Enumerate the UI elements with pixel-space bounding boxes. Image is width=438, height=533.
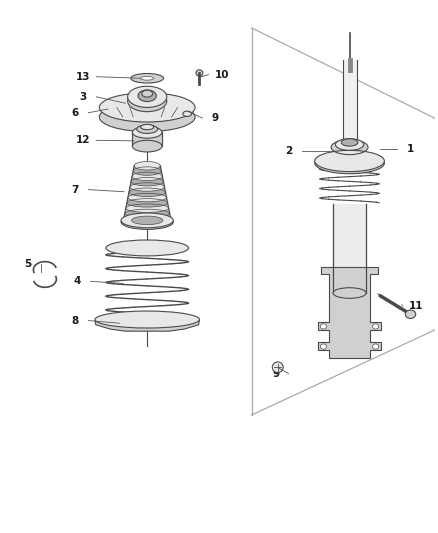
Polygon shape: [95, 317, 199, 331]
Ellipse shape: [183, 111, 191, 116]
Ellipse shape: [130, 183, 164, 191]
Text: 3: 3: [80, 92, 87, 102]
Ellipse shape: [373, 344, 379, 349]
Ellipse shape: [131, 177, 163, 186]
Ellipse shape: [134, 161, 160, 170]
Ellipse shape: [336, 139, 364, 150]
Ellipse shape: [196, 70, 203, 76]
Ellipse shape: [315, 152, 385, 174]
Ellipse shape: [132, 126, 162, 138]
Text: 13: 13: [76, 71, 91, 82]
Ellipse shape: [99, 93, 195, 122]
Text: 11: 11: [409, 301, 423, 311]
Text: 5: 5: [24, 259, 31, 269]
Ellipse shape: [133, 167, 161, 175]
Ellipse shape: [129, 188, 166, 197]
Ellipse shape: [106, 240, 188, 256]
Text: 9: 9: [212, 113, 219, 123]
Ellipse shape: [341, 139, 358, 146]
Ellipse shape: [141, 124, 154, 130]
Ellipse shape: [127, 91, 167, 112]
Ellipse shape: [126, 204, 169, 213]
Ellipse shape: [315, 150, 385, 172]
Ellipse shape: [132, 172, 162, 181]
Ellipse shape: [131, 216, 163, 224]
Ellipse shape: [321, 344, 326, 349]
Text: 7: 7: [72, 184, 79, 195]
Ellipse shape: [141, 76, 154, 80]
Ellipse shape: [373, 324, 379, 329]
Text: 12: 12: [76, 135, 91, 146]
Ellipse shape: [331, 140, 368, 155]
Ellipse shape: [137, 125, 158, 133]
Text: 6: 6: [72, 108, 79, 118]
Ellipse shape: [138, 90, 156, 102]
Ellipse shape: [333, 288, 366, 298]
Ellipse shape: [405, 310, 416, 318]
Ellipse shape: [127, 199, 168, 207]
Text: 1: 1: [407, 144, 414, 154]
Ellipse shape: [121, 215, 173, 229]
Ellipse shape: [321, 324, 326, 329]
Ellipse shape: [128, 193, 166, 202]
Ellipse shape: [125, 209, 170, 217]
Polygon shape: [318, 266, 381, 358]
Ellipse shape: [132, 140, 162, 152]
Ellipse shape: [124, 215, 171, 223]
Ellipse shape: [142, 90, 152, 97]
Text: 4: 4: [74, 276, 81, 286]
Text: 10: 10: [214, 70, 229, 79]
Ellipse shape: [131, 74, 163, 83]
Ellipse shape: [272, 362, 283, 373]
Ellipse shape: [127, 86, 167, 108]
Text: 2: 2: [285, 146, 292, 156]
Ellipse shape: [99, 102, 195, 132]
Ellipse shape: [95, 311, 199, 328]
Text: 9: 9: [272, 369, 279, 378]
Text: 8: 8: [72, 316, 79, 326]
Ellipse shape: [121, 213, 173, 228]
